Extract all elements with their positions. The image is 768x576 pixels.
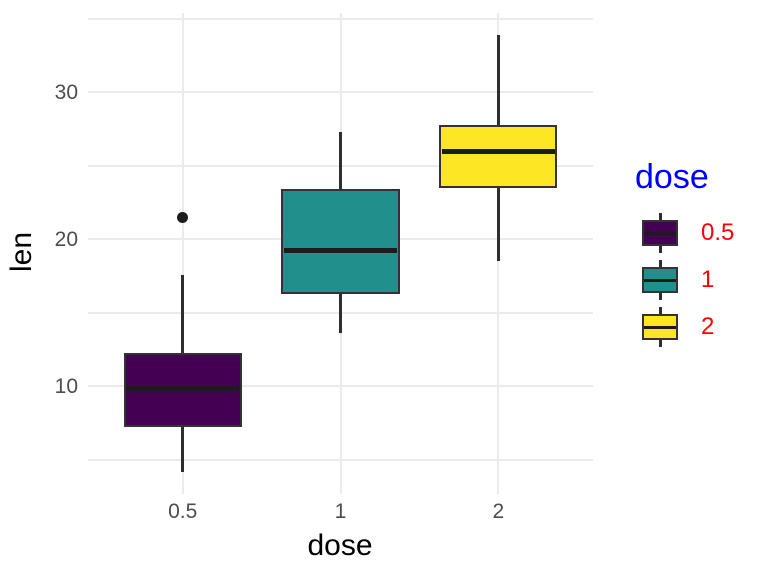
legend-key-label-1: 1 — [701, 266, 715, 293]
x-tick-label-1: 1 — [334, 500, 347, 523]
boxplot-key-glyph-icon — [638, 256, 682, 304]
legend-key-2: 2 — [628, 303, 768, 351]
legend: dose 0.5 1 2 — [628, 150, 768, 380]
legend-key-label-2: 2 — [701, 313, 715, 340]
x-tick-label-2: 2 — [492, 500, 505, 523]
y-tick-label-30: 30 — [54, 80, 78, 104]
y-tick-label-20: 20 — [54, 227, 78, 251]
boxplot-key-glyph-icon — [638, 209, 682, 257]
key-median — [644, 278, 676, 282]
legend-key-1: 1 — [628, 256, 768, 304]
median-dose-1 — [283, 247, 398, 253]
plot-panel — [88, 13, 593, 494]
median-dose-0.5 — [126, 386, 240, 392]
legend-title: dose — [635, 158, 709, 196]
boxplot-key-glyph-icon — [638, 303, 682, 351]
x-axis-title: dose — [307, 529, 373, 562]
key-median — [644, 231, 676, 235]
x-tick-label-0.5: 0.5 — [168, 500, 198, 523]
box-dose-2 — [439, 124, 558, 188]
outlier-dose-0.5 — [177, 211, 189, 223]
key-median — [644, 325, 676, 329]
x-gridline-0.5 — [181, 13, 184, 494]
box-dose-1 — [281, 189, 400, 295]
legend-key-0.5: 0.5 — [628, 209, 768, 257]
legend-key-label-0.5: 0.5 — [701, 219, 735, 246]
y-tick-label-10: 10 — [54, 374, 78, 398]
median-dose-2 — [441, 149, 555, 155]
